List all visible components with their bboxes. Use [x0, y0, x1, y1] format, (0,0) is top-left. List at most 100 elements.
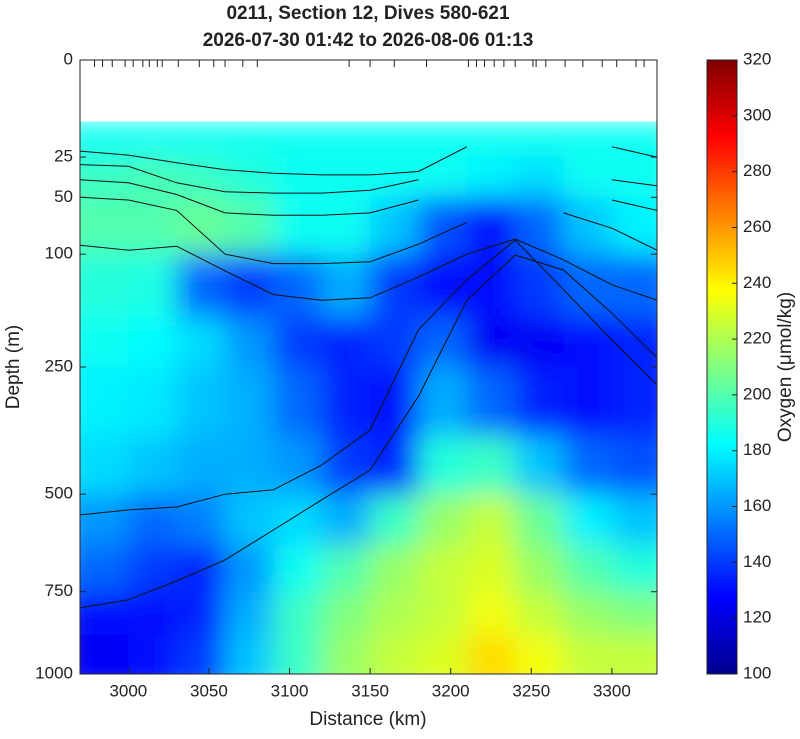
oxygen-cell [370, 254, 419, 318]
oxygen-cell [321, 435, 371, 495]
oxygen-cell [80, 634, 129, 674]
oxygen-cell [273, 157, 323, 198]
oxygen-cell [563, 435, 613, 495]
oxygen-cell [225, 254, 274, 318]
oxygen-cell [466, 435, 516, 495]
oxygen-cell [128, 121, 178, 158]
oxygen-cell [176, 634, 226, 674]
oxygen-cell [418, 494, 468, 546]
oxygen-cell [80, 545, 129, 593]
contour-line [80, 239, 657, 516]
oxygen-cell [176, 367, 226, 437]
contour-line [80, 179, 657, 216]
oxygen-cell [273, 545, 323, 593]
oxygen-cell [273, 634, 323, 674]
oxygen-cell [176, 435, 226, 495]
oxygen-cell [80, 197, 129, 255]
oxygen-cell [466, 316, 516, 368]
colorbar-tick-label: 120 [743, 608, 771, 627]
y-tick-label: 750 [45, 581, 73, 600]
oxygen-cell [273, 121, 323, 158]
oxygen-cell [225, 197, 274, 255]
oxygen-cell [611, 591, 657, 635]
x-tick-label: 3250 [512, 681, 550, 700]
oxygen-cell [611, 545, 657, 593]
y-tick-label: 100 [45, 244, 73, 263]
oxygen-cell [128, 254, 178, 318]
colorbar [706, 59, 738, 675]
colorbar-tick-label: 100 [743, 663, 771, 682]
oxygen-cell [611, 157, 657, 198]
oxygen-cell [225, 545, 274, 593]
oxygen-cell [128, 494, 178, 546]
colorbar-tick-label: 280 [743, 161, 771, 180]
oxygen-cell [176, 494, 226, 546]
oxygen-cell [176, 591, 226, 635]
no-data [80, 60, 657, 122]
oxygen-cell [225, 591, 274, 635]
oxygen-cell [515, 197, 565, 255]
oxygen-cell [273, 316, 323, 368]
oxygen-cell [418, 121, 468, 158]
oxygen-cell [515, 316, 565, 368]
oxygen-cell [466, 634, 516, 674]
x-tick-label: 3150 [351, 681, 389, 700]
oxygen-cell [273, 254, 323, 318]
oxygen-cell [611, 367, 657, 437]
oxygen-cell [515, 634, 565, 674]
oxygen-cell [611, 121, 657, 158]
oxygen-cell [321, 591, 371, 635]
y-tick-label: 1000 [35, 663, 73, 682]
oxygen-cell [321, 494, 371, 546]
oxygen-cell [80, 316, 129, 368]
oxygen-cell [466, 367, 516, 437]
oxygen-cell [80, 367, 129, 437]
x-tick-label: 3000 [109, 681, 147, 700]
oxygen-cell [515, 591, 565, 635]
oxygen-cell [418, 254, 468, 318]
contour-line [80, 238, 657, 301]
chart-title: 0211, Section 12, Dives 580-621 [226, 3, 510, 24]
colorbar-tick-label: 140 [743, 552, 771, 571]
oxygen-cell [611, 254, 657, 318]
oxygen-cell [466, 121, 516, 158]
oxygen-cell [515, 545, 565, 593]
colorbar-tick-label: 160 [743, 496, 771, 515]
oxygen-cell [418, 545, 468, 593]
colorbar-tick-label: 260 [743, 217, 771, 236]
oxygen-cell [128, 157, 178, 198]
colorbar-tick-label: 320 [743, 49, 771, 68]
y-axis-label: Depth (m) [3, 325, 24, 409]
oxygen-cell [466, 197, 516, 255]
colorbar-label: Oxygen (μmol/kg) [775, 292, 796, 442]
contours [80, 146, 657, 609]
oxygen-cell [563, 634, 613, 674]
oxygen-cell [515, 254, 565, 318]
contour-line [80, 196, 657, 265]
oxygen-cell [225, 634, 274, 674]
x-tick-label: 3100 [271, 681, 309, 700]
x-tick-label: 3050 [190, 681, 228, 700]
oxygen-cell [563, 316, 613, 368]
x-tick-label: 3200 [432, 681, 470, 700]
oxygen-cell [418, 367, 468, 437]
oxygen-cell [515, 367, 565, 437]
oxygen-cell [418, 316, 468, 368]
oxygen-cell [176, 254, 226, 318]
x-tick-label: 3300 [593, 681, 631, 700]
colorbar-tick-label: 200 [743, 384, 771, 403]
oxygen-cell [370, 157, 419, 198]
oxygen-cell [80, 591, 129, 635]
oxygen-cell [128, 435, 178, 495]
oxygen-cell [466, 591, 516, 635]
oxygen-cell [273, 591, 323, 635]
oxygen-cell [466, 157, 516, 198]
oxygen-cell [321, 545, 371, 593]
oxygen-cell [515, 121, 565, 158]
colorbar-tick-label: 180 [743, 440, 771, 459]
oxygen-cell [515, 157, 565, 198]
oxygen-cell [563, 121, 613, 158]
oxygen-cell [225, 157, 274, 198]
oxygen-cell [321, 197, 371, 255]
